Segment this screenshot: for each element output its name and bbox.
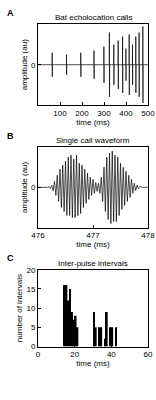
svg-text:5: 5: [31, 323, 36, 332]
svg-text:0: 0: [31, 342, 36, 351]
svg-text:Inter-pulse intervals: Inter-pulse intervals: [58, 259, 128, 268]
svg-text:40: 40: [107, 350, 116, 359]
svg-text:A: A: [7, 8, 14, 18]
svg-text:500: 500: [141, 109, 155, 118]
svg-text:0: 0: [36, 350, 41, 359]
svg-text:477: 477: [86, 231, 100, 240]
svg-text:0: 0: [31, 61, 36, 70]
svg-text:Bat echolocation calls: Bat echolocation calls: [55, 13, 132, 22]
svg-text:time (ms): time (ms): [76, 118, 110, 127]
svg-text:478: 478: [141, 231, 155, 240]
svg-text:15: 15: [26, 285, 35, 294]
svg-text:B: B: [7, 131, 14, 141]
svg-text:number of intervals: number of intervals: [15, 274, 24, 342]
svg-text:0: 0: [31, 183, 36, 192]
svg-text:200: 200: [75, 109, 89, 118]
svg-text:300: 300: [97, 109, 111, 118]
svg-text:time (ms): time (ms): [76, 359, 110, 368]
svg-text:Single call waveform: Single call waveform: [56, 136, 130, 145]
svg-text:20: 20: [70, 350, 79, 359]
svg-text:amplitude (au): amplitude (au): [20, 161, 29, 212]
svg-text:100: 100: [53, 109, 67, 118]
svg-text:amplitude (au): amplitude (au): [20, 39, 29, 90]
svg-text:10: 10: [26, 304, 35, 313]
svg-text:476: 476: [31, 231, 45, 240]
svg-text:60: 60: [144, 350, 153, 359]
svg-text:time (ms): time (ms): [76, 240, 110, 249]
svg-text:20: 20: [26, 265, 35, 274]
svg-text:C: C: [7, 253, 14, 263]
svg-text:400: 400: [119, 109, 133, 118]
